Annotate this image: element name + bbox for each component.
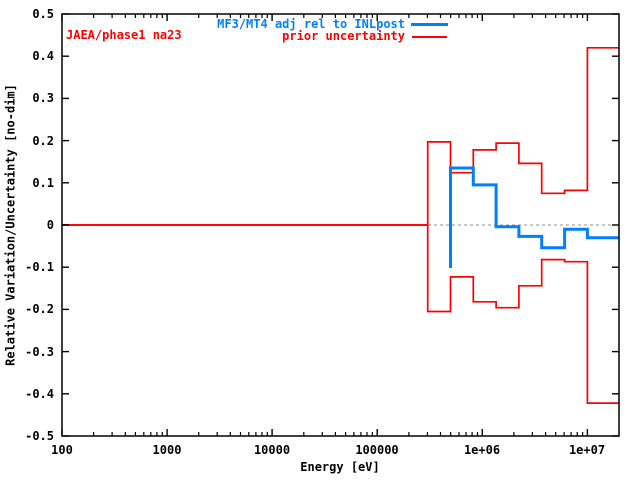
x-tick-label: 100 — [51, 443, 73, 457]
axis-title-x: Energy [eV] — [300, 460, 380, 474]
x-tick-label: 1e+06 — [463, 443, 501, 457]
y-tick-label: 0.4 — [32, 49, 54, 64]
y-tick-label: -0.1 — [25, 260, 54, 275]
y-tick-label: 0.2 — [32, 133, 54, 148]
y-tick-label: 0.3 — [32, 91, 54, 106]
x-tick-label: 1e+07 — [568, 443, 606, 457]
y-tick-label: 0.5 — [32, 7, 54, 21]
legend-line-adjustment — [411, 23, 448, 26]
y-tick-label: 0.1 — [32, 175, 54, 190]
x-tick-label: 1000 — [152, 443, 182, 457]
y-tick-label: -0.3 — [25, 344, 54, 359]
y-tick-label: -0.4 — [25, 386, 54, 401]
legend-label-adjustment: MF3/MT4 adj rel to INLpost — [217, 17, 405, 31]
plot-annotation: JAEA/phase1 na23 — [66, 28, 182, 42]
x-tick-label: 10000 — [253, 443, 291, 457]
y-tick-label: -0.5 — [25, 429, 54, 443]
y-tick-label: -0.2 — [25, 302, 54, 317]
legend-label-prior: prior uncertainty — [282, 29, 405, 43]
x-tick-label: 100000 — [355, 443, 399, 457]
axis-title-y: Relative Variation/Uncertainty [no-dim] — [3, 84, 18, 366]
legend-line-prior — [412, 35, 447, 38]
y-tick-label: 0 — [46, 218, 54, 232]
